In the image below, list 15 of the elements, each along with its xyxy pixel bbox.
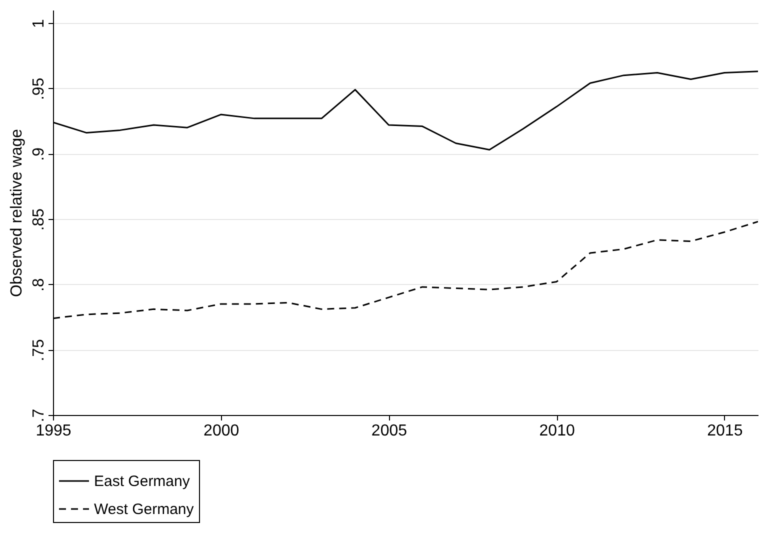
y-axis-title: Observed relative wage xyxy=(8,128,26,298)
y-tick-label: .7 xyxy=(30,408,48,422)
y-tick-label: .9 xyxy=(30,147,48,161)
x-tick-label: 1995 xyxy=(36,422,72,440)
y-tick-label: .75 xyxy=(30,338,48,362)
x-tick-label: 2000 xyxy=(204,422,240,440)
y-tick-label: .8 xyxy=(30,278,48,292)
legend-label: West Germany xyxy=(94,501,194,518)
x-tick-label: 2015 xyxy=(707,422,743,440)
y-tick-label: 1 xyxy=(30,19,48,28)
x-tick-label: 2005 xyxy=(371,422,408,440)
y-tick-label: .85 xyxy=(30,208,48,231)
x-tick-label: 2010 xyxy=(539,422,575,440)
legend-label: East Germany xyxy=(94,473,190,490)
y-tick-label: .95 xyxy=(30,78,48,100)
